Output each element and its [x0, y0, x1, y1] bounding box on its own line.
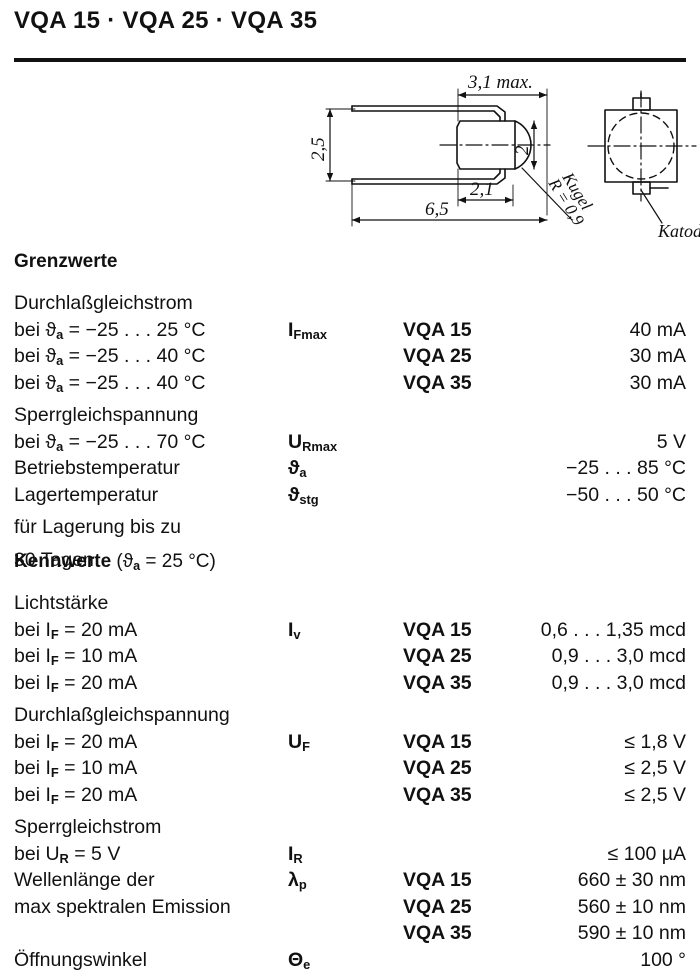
- spec-row: für Lagerung bis zu: [0, 514, 700, 540]
- spec-description: max spektralen Emission: [14, 894, 231, 920]
- spec-description: Betriebstemperatur: [14, 455, 180, 481]
- section-heading-grenzwerte: Grenzwerte: [14, 251, 117, 273]
- spec-type-designation: VQA 25: [403, 894, 472, 920]
- spec-type-designation: VQA 25: [403, 343, 472, 369]
- spec-type-designation: VQA 15: [403, 317, 472, 343]
- spec-value: 0,9 . . . 3,0 mcd: [552, 670, 686, 696]
- spec-value: −50 . . . 50 °C: [566, 482, 686, 508]
- spec-description: Lagertemperatur: [14, 482, 158, 508]
- title-divider-rule: [14, 58, 686, 62]
- dimension-label-body-diameter: 3,1 max.: [467, 72, 533, 93]
- spec-type-designation: VQA 35: [403, 370, 472, 396]
- spec-description: Durchlaßgleichstrom: [14, 290, 193, 316]
- spec-row: Durchlaßgleichspannung: [0, 702, 700, 728]
- spec-value: 5 V: [657, 429, 686, 455]
- spec-value: ≤ 2,5 V: [624, 782, 686, 808]
- spec-description: Durchlaßgleichspannung: [14, 702, 230, 728]
- spec-value: 30 mA: [630, 343, 686, 369]
- dimension-label-lead-spacing: 2,5: [308, 137, 329, 161]
- spec-value: 590 ± 10 nm: [578, 920, 686, 946]
- spec-row: Lichtstärke: [0, 590, 700, 616]
- spec-description: bei IF = 20 mA: [14, 782, 137, 813]
- spec-symbol: ϑstg: [288, 482, 319, 513]
- spec-description: Wellenlänge der: [14, 867, 155, 893]
- spec-description: Öffnungswinkel: [14, 947, 147, 973]
- spec-type-designation: VQA 35: [403, 670, 472, 696]
- spec-value: 0,6 . . . 1,35 mcd: [541, 617, 686, 643]
- spec-value: 660 ± 30 nm: [578, 867, 686, 893]
- spec-value: 30 mA: [630, 370, 686, 396]
- spec-row: max spektralen Emission VQA 25 560 ± 10 nm: [0, 894, 700, 920]
- spec-value: −25 . . . 85 °C: [566, 455, 686, 481]
- spec-type-designation: VQA 35: [403, 782, 472, 808]
- spec-type-designation: VQA 15: [403, 867, 472, 893]
- spec-value: 100 °: [640, 947, 686, 973]
- spec-value: ≤ 2,5 V: [624, 755, 686, 781]
- dimension-label-total-length: 6,5: [425, 199, 449, 220]
- cathode-label: Katode: [657, 221, 700, 241]
- spec-description: bei IF = 20 mA: [14, 670, 137, 701]
- spec-type-designation: VQA 35: [403, 920, 472, 946]
- led-package-outline-drawing: 3,1 max. 2,5 2 2,1 6,5 Kugel R = 0,9 Kat…: [300, 65, 700, 245]
- spec-value: ≤ 100 µA: [608, 841, 686, 867]
- spec-description: für Lagerung bis zu: [14, 514, 181, 540]
- dimension-label-body-height: 2: [512, 145, 533, 155]
- spec-value: ≤ 1,8 V: [624, 729, 686, 755]
- spec-type-designation: VQA 15: [403, 729, 472, 755]
- spec-value: 560 ± 10 nm: [578, 894, 686, 920]
- spec-row: Durchlaßgleichstrom: [0, 290, 700, 316]
- spec-type-designation: VQA 25: [403, 755, 472, 781]
- spec-description: Sperrgleichstrom: [14, 814, 161, 840]
- spec-description: bei ϑa = −25 . . . 40 °C: [14, 370, 205, 401]
- page-title: VQA 15 · VQA 25 · VQA 35: [14, 7, 317, 35]
- spec-description: Sperrgleichspannung: [14, 402, 198, 428]
- spec-value: 40 mA: [630, 317, 686, 343]
- spec-row: VQA 35 590 ± 10 nm: [0, 920, 700, 946]
- section-heading-kennwerte: Kennwerte (ϑa = 25 °C): [14, 551, 216, 573]
- spec-symbol: Θe: [288, 947, 310, 977]
- spec-value: 0,9 . . . 3,0 mcd: [552, 643, 686, 669]
- spec-row: Sperrgleichspannung: [0, 402, 700, 428]
- spec-row: Sperrgleichstrom: [0, 814, 700, 840]
- spec-description: Lichtstärke: [14, 590, 108, 616]
- spec-type-designation: VQA 25: [403, 643, 472, 669]
- spec-type-designation: VQA 15: [403, 617, 472, 643]
- dimension-label-body-length: 2,1: [470, 179, 494, 200]
